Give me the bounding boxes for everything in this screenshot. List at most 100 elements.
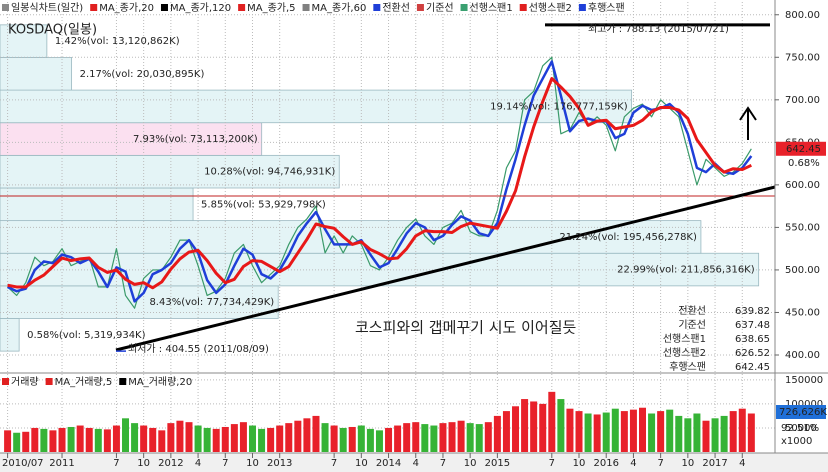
legend-label: MA_종가,120 <box>170 2 231 14</box>
volume-profile-bar <box>0 122 263 156</box>
volume-current-tag <box>776 405 826 419</box>
volume-bar <box>212 428 220 452</box>
volume-bar <box>122 418 130 452</box>
volume-bar <box>394 425 402 452</box>
volume-bar <box>639 407 646 452</box>
volume-bar <box>339 427 347 452</box>
x-tick-label: 2010/07 <box>2 458 44 469</box>
indicator-value: 626.52 <box>735 348 770 359</box>
volume-bar <box>321 423 329 452</box>
volume-bar <box>593 414 601 452</box>
volume-bar <box>430 425 438 452</box>
indicator-name: 선행스팬2 <box>663 347 706 359</box>
x-tick-label: 2017 <box>702 458 727 469</box>
volume-bar <box>684 418 692 452</box>
volume-bar <box>348 426 356 452</box>
y-tick-label: 700.00 <box>785 95 820 106</box>
volume-bar <box>675 415 683 452</box>
indicator-value: 639.82 <box>735 306 770 317</box>
price-line <box>7 77 752 290</box>
y-tick-label: 500.00 <box>785 265 820 276</box>
volume-bar <box>230 424 238 452</box>
volume-bar <box>566 408 574 452</box>
volume-bar <box>412 422 420 452</box>
volume-bar <box>720 415 728 452</box>
indicator-value: 637.48 <box>735 320 770 331</box>
time-axis-band <box>0 453 828 472</box>
x-tick-label: 4 <box>413 458 419 469</box>
volume-bar <box>49 430 57 452</box>
volume-bar <box>221 426 229 452</box>
x-tick-label: 10 <box>681 458 694 469</box>
volume-bar <box>611 408 619 452</box>
x-tick-label: 10 <box>355 458 368 469</box>
legend-label: MA_거래량,5 <box>55 376 113 388</box>
x-tick-label: 2013 <box>267 458 292 469</box>
volume-bar <box>493 415 501 452</box>
volume-bar <box>747 413 755 452</box>
legend-swatch <box>160 4 168 11</box>
volume-bar <box>729 411 737 452</box>
volume-bar <box>484 422 492 452</box>
volume-bar <box>267 427 275 452</box>
volume-profile-label: 22.99%(vol: 211,856,316K) <box>617 265 755 276</box>
volume-bar <box>475 424 483 452</box>
volume-bar <box>421 424 429 452</box>
x-tick-label: 10 <box>573 458 586 469</box>
legend-swatch <box>119 378 127 385</box>
indicator-value: 638.65 <box>735 334 770 345</box>
volume-bar <box>58 427 66 452</box>
legend-swatch <box>416 4 424 11</box>
chart-title: KOSDAQ(일봉) <box>8 23 97 38</box>
volume-profile-label: 5.85%(vol: 53,929,798K) <box>201 199 326 210</box>
legend-label: MA_종가,20 <box>99 2 154 14</box>
volume-bar <box>158 430 166 452</box>
volume-bar <box>620 411 628 452</box>
volume-profile-label: 10.28%(vol: 94,746,931K) <box>204 167 335 178</box>
volume-bar <box>457 420 465 452</box>
volume-bar <box>502 411 510 452</box>
x-tick-label: 10 <box>137 458 150 469</box>
last-price-tag <box>776 141 826 156</box>
x-tick-label: 4 <box>739 458 745 469</box>
x-tick-label: 7 <box>113 458 119 469</box>
volume-profile-label: 2.17%(vol: 20,030,895K) <box>80 69 205 80</box>
volume-bar <box>629 409 637 452</box>
volume-bar <box>602 412 610 452</box>
indicator-name: 전환선 <box>678 305 706 317</box>
legend-label: MA_종가,60 <box>312 2 367 14</box>
volume-profile-label: 19.14%(vol: 176,777,159K) <box>490 101 628 112</box>
volume-bar <box>648 413 656 452</box>
legend-swatch <box>373 4 381 11</box>
volume-bar <box>203 427 211 452</box>
volume-profile-label: 21.24%(vol: 195,456,278K) <box>559 232 697 243</box>
volume-bar <box>149 427 157 452</box>
volume-bar <box>693 413 701 452</box>
legend-label: 일봉식차트(일간) <box>11 2 83 14</box>
volume-bar <box>194 425 202 452</box>
volume-profile-label: 0.58%(vol: 5,319,934K) <box>27 330 145 341</box>
high-label: 최고가 : 788.13 (2015/07/21) <box>588 23 729 35</box>
legend-swatch <box>460 4 468 11</box>
volume-tick-label: 50000 <box>785 423 817 434</box>
volume-bar <box>294 420 302 452</box>
volume-profile-label: 1.42%(vol: 13,120,862K) <box>55 36 180 47</box>
volume-bar <box>4 430 12 452</box>
x-tick-label: 4 <box>630 458 636 469</box>
legend-label: MA_거래량,20 <box>128 376 192 388</box>
volume-bar <box>176 420 184 452</box>
legend-label: 후행스팬 <box>588 2 625 14</box>
volume-profile-label: 7.93%(vol: 73,113,200K) <box>133 134 258 145</box>
volume-bar <box>366 428 374 452</box>
volume-bar <box>248 425 256 452</box>
y-tick-label: 800.00 <box>785 10 820 21</box>
trend-line <box>115 185 776 352</box>
volume-current-label: 726,626K <box>779 407 827 418</box>
low-label: 최저가 : 404.55 (2011/08/09) <box>128 343 269 355</box>
volume-bar <box>557 399 565 452</box>
volume-bar <box>276 425 284 452</box>
annotation: 코스피와의 갭메꾸기 시도 이어질듯 <box>355 319 577 337</box>
volume-bar <box>94 428 102 452</box>
x-tick-label: 2014 <box>376 458 401 469</box>
